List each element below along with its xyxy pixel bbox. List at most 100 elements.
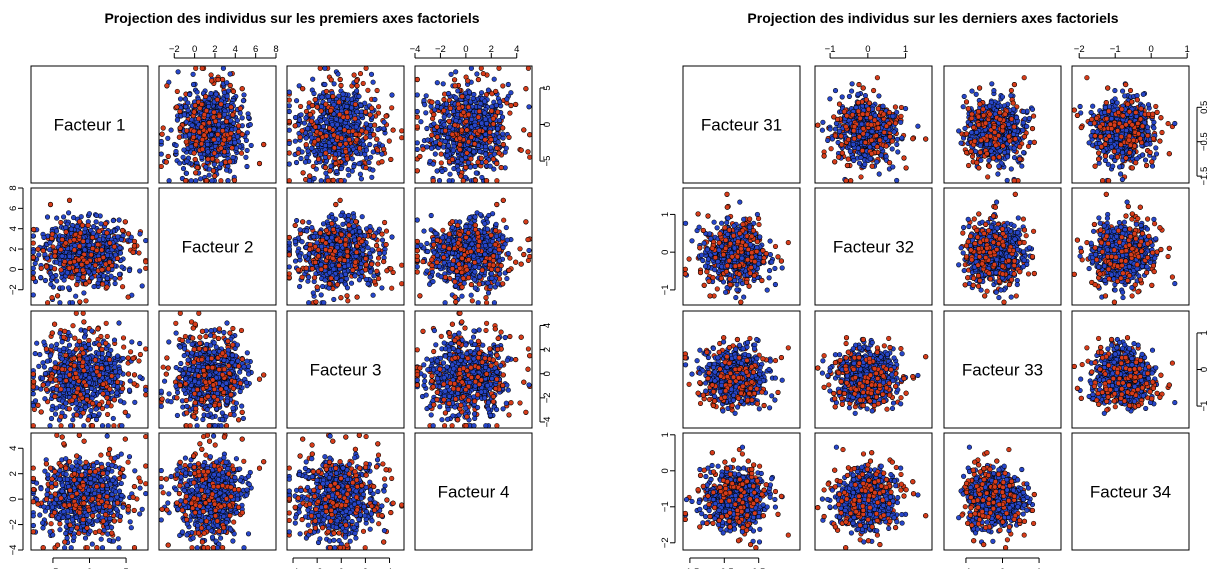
data-point [360, 247, 366, 253]
data-point [464, 127, 470, 133]
data-point [55, 293, 61, 299]
data-point [500, 125, 506, 131]
data-point [89, 234, 96, 241]
data-point [312, 259, 318, 265]
data-point [328, 275, 334, 281]
data-point [116, 271, 123, 277]
data-point [344, 293, 350, 299]
data-point [322, 164, 328, 171]
data-point [309, 225, 315, 231]
data-point [52, 266, 58, 272]
data-point [315, 247, 321, 253]
data-point [338, 295, 344, 301]
data-point [194, 164, 200, 171]
data-point [363, 276, 369, 282]
data-point [306, 300, 312, 306]
data-point [177, 125, 183, 131]
data-point [213, 91, 219, 97]
data-point [327, 125, 333, 131]
data-point [183, 139, 189, 145]
data-point [83, 298, 89, 304]
data-point [459, 93, 465, 100]
data-point [446, 178, 452, 184]
data-point [363, 165, 369, 171]
data-point [342, 242, 349, 248]
data-point [90, 245, 96, 252]
data-point [60, 285, 66, 291]
data-point [323, 133, 329, 139]
data-point [497, 276, 503, 282]
data-point [190, 71, 196, 77]
data-point [507, 110, 513, 116]
data-point [136, 250, 142, 256]
data-point [482, 221, 488, 227]
data-point [35, 246, 41, 252]
data-point [344, 114, 351, 120]
data-point [414, 114, 420, 120]
data-point [177, 108, 183, 114]
data-point [489, 108, 495, 114]
data-point [342, 271, 349, 277]
data-point [183, 104, 189, 110]
data-point [209, 178, 215, 184]
data-point [66, 285, 72, 291]
data-point [303, 265, 309, 271]
data-point [517, 246, 523, 252]
data-point [292, 258, 299, 264]
data-point [389, 234, 395, 240]
data-point [309, 145, 315, 151]
data-point [74, 267, 80, 273]
data-point [372, 96, 378, 103]
data-point [484, 121, 490, 127]
data-point [83, 281, 89, 287]
data-point [188, 178, 194, 184]
data-point [218, 101, 224, 107]
data-point [79, 262, 85, 268]
data-point [329, 137, 335, 143]
data-point [465, 94, 471, 100]
data-point [323, 119, 330, 125]
data-point [191, 134, 197, 140]
data-point [367, 141, 373, 148]
data-point [365, 87, 371, 93]
data-point [490, 156, 496, 162]
data-point [486, 212, 492, 218]
data-point [343, 141, 349, 147]
data-point [500, 83, 506, 89]
data-point [323, 88, 329, 94]
data-point [76, 249, 82, 256]
data-point [498, 165, 504, 171]
data-point [446, 118, 452, 124]
data-point [321, 300, 327, 306]
data-point [299, 239, 305, 245]
data-point [86, 269, 92, 275]
data-point [112, 280, 118, 287]
data-point [303, 135, 309, 141]
data-point [500, 141, 506, 148]
data-point [183, 178, 189, 184]
data-point [30, 275, 36, 281]
data-point [359, 214, 365, 220]
panel-2-3 [286, 187, 405, 306]
data-point [205, 156, 211, 162]
data-point [313, 166, 319, 172]
data-point [483, 159, 489, 165]
data-point [120, 284, 126, 290]
data-point [139, 283, 145, 289]
data-point [479, 174, 485, 180]
data-point [261, 141, 267, 148]
data-point [298, 155, 304, 162]
data-point [472, 177, 479, 183]
data-point [363, 262, 369, 268]
data-point [314, 284, 320, 290]
data-point [337, 76, 343, 83]
data-point [381, 259, 387, 265]
data-point [527, 132, 533, 138]
data-point [430, 161, 436, 167]
data-point [525, 65, 531, 71]
data-point [348, 105, 355, 111]
data-point [455, 158, 461, 165]
data-point [383, 113, 389, 119]
data-point [199, 154, 205, 160]
data-point [379, 151, 385, 157]
